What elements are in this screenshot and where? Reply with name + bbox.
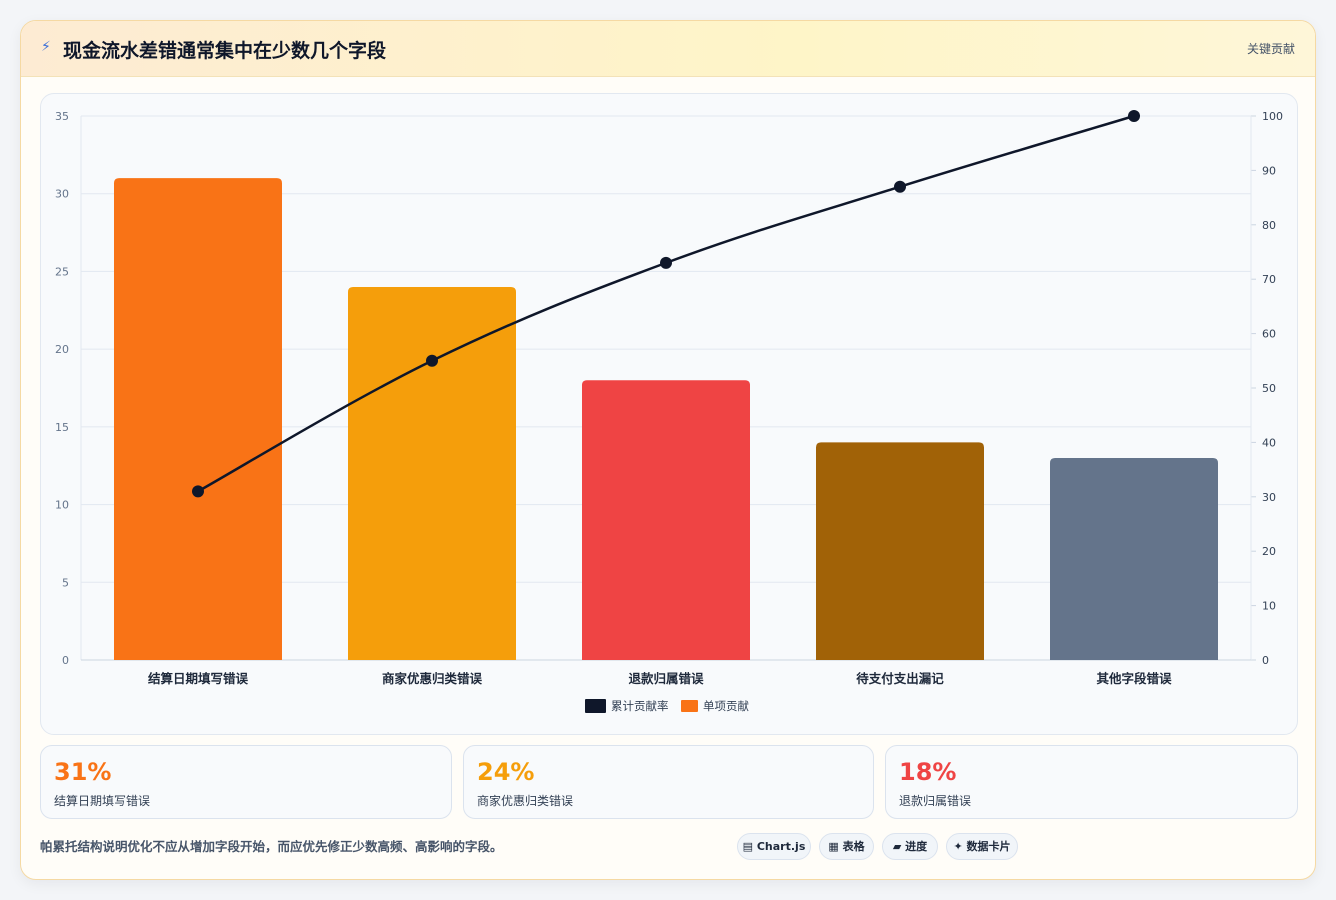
y2-tick-label: 90 xyxy=(1262,164,1276,177)
chip-label: 表格 xyxy=(842,840,865,853)
cumulative-point xyxy=(894,180,906,193)
y2-tick-label: 30 xyxy=(1262,491,1276,504)
x-tick-label: 结算日期填写错误 xyxy=(148,671,249,686)
y-tick-label: 35 xyxy=(55,110,69,123)
card-header: ⚡ 现金流水差错通常集中在少数几个字段 关键贡献 xyxy=(21,21,1315,77)
cumulative-point xyxy=(660,256,672,269)
bar xyxy=(582,380,750,660)
chip-label: 数据卡片 xyxy=(966,840,1011,853)
kpi-card-3: 18% 退款归属错误 xyxy=(885,745,1298,819)
x-tick-label: 商家优惠归类错误 xyxy=(382,671,483,686)
pareto-chart-panel: 0 5 10 15 20 25 30 35 0 10 20 30 40 50 60 70 80 90 100 结算日期… xyxy=(40,93,1298,735)
y2-tick-label: 100 xyxy=(1262,110,1283,123)
bar xyxy=(1050,457,1218,660)
kpi-value: 24% xyxy=(477,758,535,786)
kpi-label: 退款归属错误 xyxy=(899,794,972,808)
chip-label: Chart.js xyxy=(756,840,806,853)
footer-note: 帕累托结构说明优化不应从增加字段开始，而应优先修正少数高频、高影响的字段。 xyxy=(40,839,503,854)
y2-tick-label: 80 xyxy=(1262,219,1276,232)
y-tick-label: 15 xyxy=(55,421,69,434)
cumulative-point xyxy=(426,354,438,367)
x-tick-label: 退款归属错误 xyxy=(628,671,704,686)
y-tick-label: 10 xyxy=(55,499,69,512)
legend-swatch-single xyxy=(681,700,698,712)
kpi-value: 31% xyxy=(54,758,112,786)
y-tick-label: 5 xyxy=(62,576,69,589)
y2-tick-label: 50 xyxy=(1262,382,1276,395)
legend-label: 累计贡献率 xyxy=(611,699,669,713)
y-tick-label: 0 xyxy=(62,654,69,667)
y-tick-label: 20 xyxy=(55,343,69,356)
table-icon: ▦ xyxy=(828,840,839,853)
progress-icon: ▰ xyxy=(892,840,902,853)
y2-tick-label: 40 xyxy=(1262,436,1276,449)
chip-label: 进度 xyxy=(905,840,928,853)
bar xyxy=(348,286,516,660)
legend-label: 单项贡献 xyxy=(703,699,749,713)
chart-icon: ▤ xyxy=(742,840,754,853)
y2-tick-label: 0 xyxy=(1262,654,1269,667)
sparkle-icon: ✦ xyxy=(953,840,963,853)
y2-tick-label: 70 xyxy=(1262,273,1276,286)
y-tick-label: 25 xyxy=(55,265,69,278)
header-badge: 关键贡献 xyxy=(1246,42,1295,56)
lightning-icon: ⚡ xyxy=(41,39,51,55)
pareto-chart: 0 5 10 15 20 25 30 35 0 10 20 30 40 50 60 70 80 90 100 结算日期… xyxy=(55,110,1283,713)
x-tick-label: 待支付支出漏记 xyxy=(856,671,944,686)
chip-chartjs[interactable]: ▤ Chart.js xyxy=(737,833,811,860)
kpi-label: 商家优惠归类错误 xyxy=(477,794,574,808)
legend-swatch-cumulative xyxy=(585,699,606,713)
cumulative-point xyxy=(1128,110,1140,122)
y2-tick-label: 20 xyxy=(1262,545,1276,558)
kpi-value: 18% xyxy=(899,758,957,786)
chip-table[interactable]: ▦ 表格 xyxy=(819,833,874,860)
kpi-card-2: 24% 商家优惠归类错误 xyxy=(463,745,874,819)
kpi-card-1: 31% 结算日期填写错误 xyxy=(40,745,452,819)
y2-tick-label: 10 xyxy=(1262,600,1276,613)
kpi-label: 结算日期填写错误 xyxy=(54,794,151,808)
page-title: 现金流水差错通常集中在少数几个字段 xyxy=(63,40,387,62)
chip-progress[interactable]: ▰ 进度 xyxy=(882,833,938,860)
report-card: ⚡ 现金流水差错通常集中在少数几个字段 关键贡献 0 5 10 15 20 25 30 35 0… xyxy=(20,20,1316,880)
x-tick-label: 其他字段错误 xyxy=(1096,671,1172,686)
cumulative-point xyxy=(192,485,204,498)
y2-tick-label: 60 xyxy=(1262,328,1276,341)
bar xyxy=(816,442,984,660)
y-tick-label: 30 xyxy=(55,188,69,201)
bar xyxy=(114,178,282,660)
chip-data-card[interactable]: ✦ 数据卡片 xyxy=(946,833,1018,860)
